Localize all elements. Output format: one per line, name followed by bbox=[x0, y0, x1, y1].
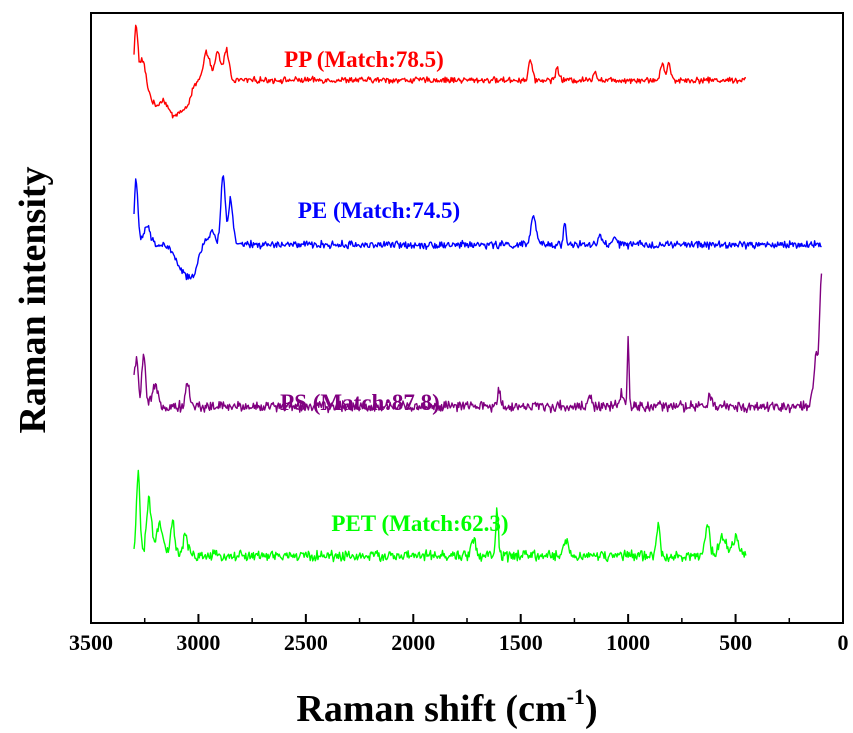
series-labels: PP (Match:78.5) PE (Match:74.5) PS (Match:… bbox=[280, 47, 508, 536]
x-tick-label: 1000 bbox=[606, 630, 650, 655]
x-axis-title-superscript: -1 bbox=[567, 684, 585, 709]
series-line-pe bbox=[133, 175, 822, 281]
x-tick-label: 1500 bbox=[499, 630, 543, 655]
x-axis-ticks: 3500 3000 2500 2000 1500 1000 500 0 bbox=[69, 614, 849, 655]
series-label-pp: PP (Match:78.5) bbox=[284, 47, 444, 72]
series-label-pe: PE (Match:74.5) bbox=[298, 198, 460, 223]
x-axis-title: Raman shift (cm-1) bbox=[296, 684, 597, 730]
x-tick-label: 3500 bbox=[69, 630, 113, 655]
x-tick-label: 3000 bbox=[176, 630, 220, 655]
x-axis-title-close: ) bbox=[585, 688, 598, 730]
x-tick-label: 0 bbox=[838, 630, 849, 655]
series-line-pp bbox=[133, 24, 747, 119]
series-layer bbox=[133, 24, 823, 563]
series-label-pet: PET (Match:62.3) bbox=[331, 511, 508, 536]
series-line-pet bbox=[133, 469, 747, 563]
x-tick-label: 2500 bbox=[284, 630, 328, 655]
series-label-ps: PS (Match:87.8) bbox=[280, 390, 440, 415]
series-line-ps bbox=[133, 273, 823, 414]
x-tick-label: 500 bbox=[719, 630, 752, 655]
x-axis-title-main: Raman shift (cm bbox=[296, 688, 566, 730]
x-tick-label: 2000 bbox=[391, 630, 435, 655]
y-axis-title: Raman intensity bbox=[12, 166, 54, 433]
